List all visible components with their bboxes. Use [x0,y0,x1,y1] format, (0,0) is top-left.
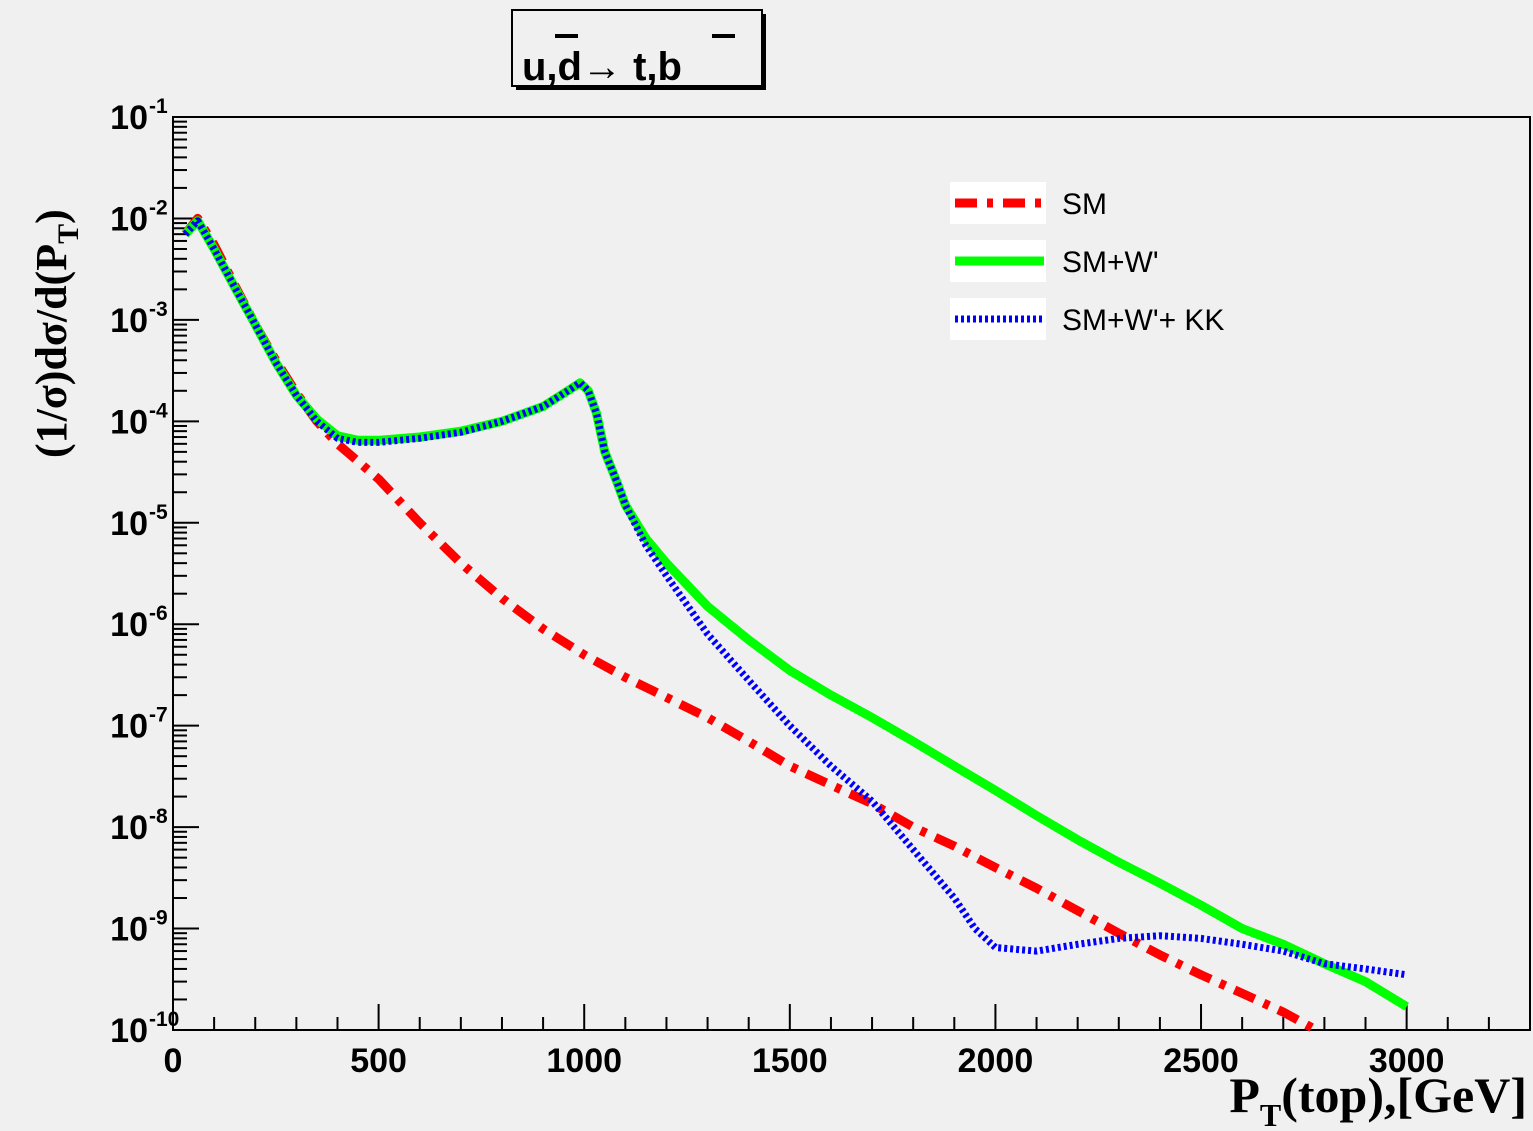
x-axis-title-p: P [1229,1067,1260,1123]
y-tick-label: 10 [110,505,148,543]
y-tick-label: 10 [110,302,148,340]
title-part-4: b [658,45,682,89]
y-tick-label: 10 [110,911,148,949]
legend-label-sm: SM [1062,188,1107,221]
title-box: u,d→ t,b [511,9,766,90]
x-tick-label: 3000 [1369,1042,1445,1080]
x-tick-label: 500 [350,1042,407,1080]
title-box-frame [511,9,763,87]
x-axis: 0 500 1000 1500 2000 2500 3000 [164,1004,1531,1080]
y-tick-label: 10 [110,809,148,847]
series-line-sm-w-kk [182,217,1408,979]
legend-label-sm-wprime: SM+W' [1062,246,1159,279]
y-axis-title-close: ) [27,209,76,224]
x-tick-label: 0 [164,1042,183,1080]
x-tick-label: 1000 [546,1042,622,1080]
x-axis-title: PT(top),[GeV] [1229,1067,1527,1131]
y-axis-title-subscript: T [52,224,85,244]
y-tick-exponent: -7 [149,704,168,727]
series-line-sm-w [181,216,1409,1011]
y-tick-label: 10 [110,403,148,441]
y-tick-exponent: -10 [149,1008,179,1031]
title-part-2: d [558,45,582,89]
x-tick-label: 2000 [958,1042,1034,1080]
y-tick-exponent: -1 [149,95,168,118]
y-tick-label: 10 [110,99,148,137]
legend-label-sm-wprime-kk: SM+W'+ KK [1062,304,1224,337]
y-tick-exponent: -5 [149,501,168,524]
y-axis-title-main: (1/σ)dσ/d(P [27,244,76,458]
y-tick-label: 10 [110,200,148,238]
y-tick-exponent: -2 [149,196,168,219]
title-part-1: u, [522,45,558,89]
y-tick-exponent: -4 [149,399,168,422]
plot-area [172,116,1531,1031]
y-tick-label: 10 [110,708,148,746]
y-tick-exponent: -9 [149,907,168,930]
y-axis: 10 -110 -210 -310 -410 -510 -610 -710 -810 -910 -1… [110,95,199,1050]
y-tick-exponent: -8 [149,805,168,828]
x-tick-label: 2500 [1163,1042,1239,1080]
chart-title: u,d→ t,b [522,45,682,89]
legend: SM SM+W' SM+W'+ KK [950,182,1224,340]
x-axis-title-subscript: T [1260,1097,1281,1131]
x-tick-label: 1500 [752,1042,828,1080]
x-axis-title-rest: (top),[GeV] [1281,1067,1527,1123]
title-part-3: → t, [582,45,658,89]
y-tick-label: 10 [110,1012,148,1050]
y-tick-label: 10 [110,606,148,644]
y-tick-exponent: -6 [149,602,168,625]
y-axis-title: (1/σ)dσ/d(PT) [27,209,85,458]
y-tick-exponent: -3 [149,298,168,321]
series-layer [181,213,1409,1034]
